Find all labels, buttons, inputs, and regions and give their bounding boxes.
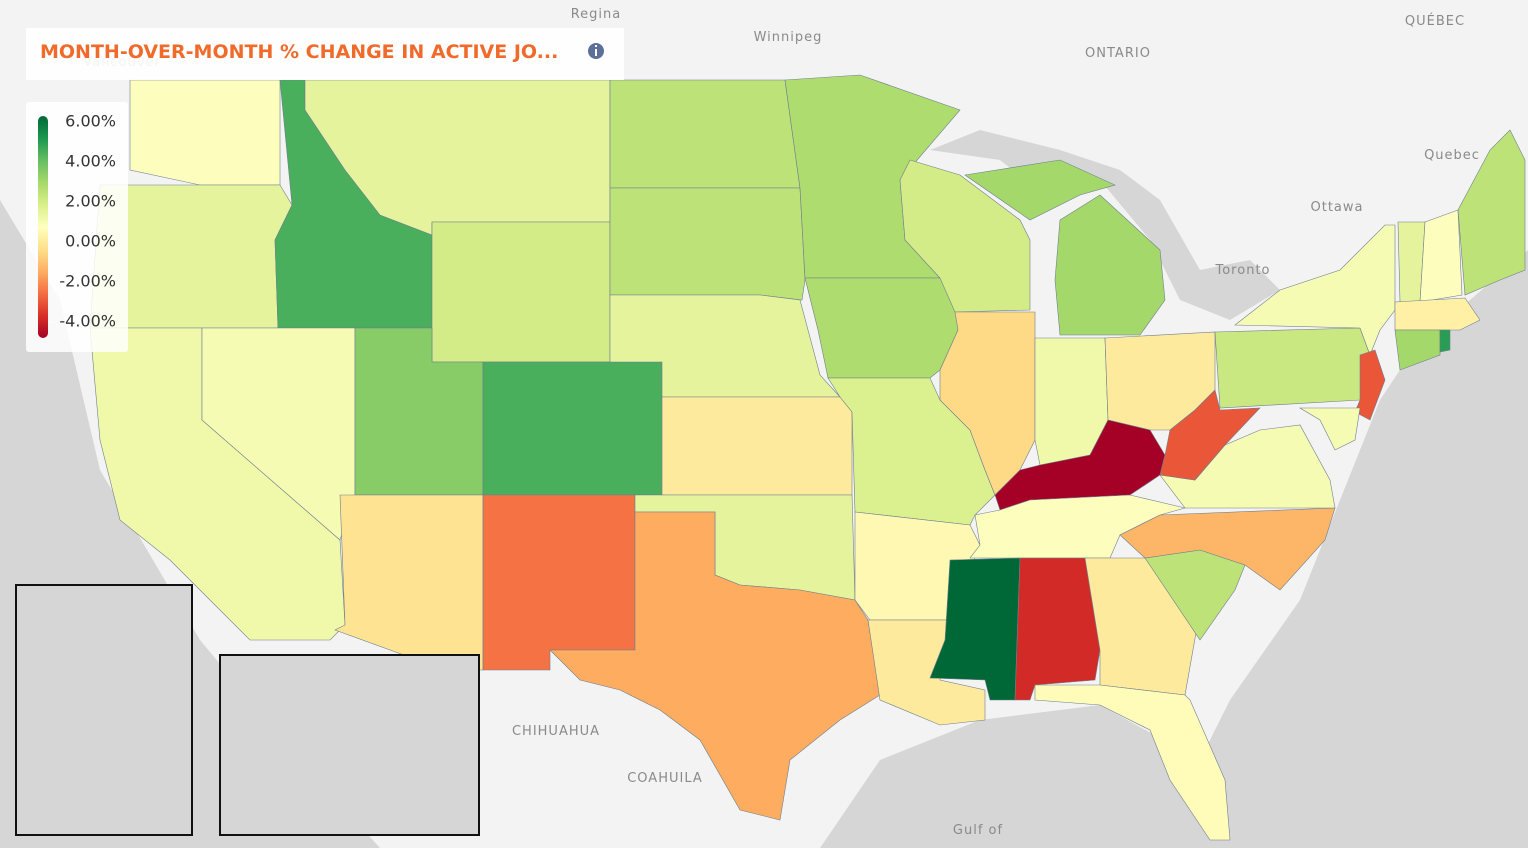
place-label: Toronto xyxy=(1215,263,1271,278)
legend-tick-label: -2.00% xyxy=(59,272,116,291)
legend-box xyxy=(26,102,128,352)
place-label: ONTARIO xyxy=(1085,46,1151,61)
title: MONTH-OVER-MONTH % CHANGE IN ACTIVE JO..… xyxy=(40,41,558,63)
state xyxy=(964,159,1116,221)
legend-colorbar xyxy=(38,116,48,338)
place-label: Ottawa xyxy=(1311,200,1364,215)
state xyxy=(899,159,1031,313)
alaska-inset xyxy=(15,584,193,836)
state xyxy=(609,187,806,301)
state xyxy=(129,79,281,186)
state xyxy=(1034,684,1231,841)
legend-tick-label: 4.00% xyxy=(65,152,116,171)
state xyxy=(431,221,611,363)
legend-tick-label: -4.00% xyxy=(59,312,116,331)
state xyxy=(1119,507,1336,591)
place-label: CHIHUAHUA xyxy=(512,724,600,739)
title-box xyxy=(26,28,624,80)
state xyxy=(482,361,663,496)
place-label: Regina xyxy=(571,7,622,22)
state xyxy=(1054,194,1166,336)
state xyxy=(1457,129,1526,296)
state xyxy=(827,377,996,526)
place-label: Quebec xyxy=(1424,148,1480,163)
state xyxy=(1159,389,1261,481)
info-icon-glyph xyxy=(595,45,597,47)
great-lakes xyxy=(930,130,1280,320)
state xyxy=(661,396,853,496)
legend-tick-label: 6.00% xyxy=(65,112,116,131)
place-label: QUÉBEC xyxy=(1405,13,1465,29)
state xyxy=(609,79,801,189)
place-label: COAHUILA xyxy=(627,771,703,786)
legend-tick-label: 2.00% xyxy=(65,192,116,211)
state xyxy=(1354,349,1386,421)
state xyxy=(1014,557,1101,701)
state xyxy=(804,277,959,379)
state xyxy=(1298,407,1361,451)
state xyxy=(1419,209,1463,303)
state xyxy=(1234,224,1396,356)
state xyxy=(549,511,881,821)
state xyxy=(1214,327,1371,409)
state xyxy=(1439,329,1451,353)
info-icon-glyph xyxy=(595,49,597,56)
state xyxy=(482,494,636,671)
legend-tick-label: 0.00% xyxy=(65,232,116,251)
place-label: Winnipeg xyxy=(754,30,823,45)
place-label: Gulf of xyxy=(953,823,1003,838)
hawaii-inset xyxy=(219,654,480,836)
state xyxy=(1394,329,1441,371)
legend: 6.00% 4.00% 2.00% 0.00% -2.00% -4.00% xyxy=(48,112,116,331)
state xyxy=(1394,297,1481,331)
